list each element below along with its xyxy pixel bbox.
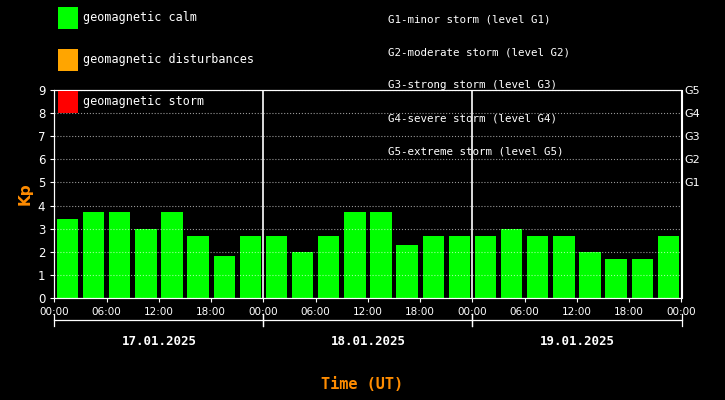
Bar — [631, 259, 653, 298]
Bar — [370, 212, 392, 298]
Bar — [57, 220, 78, 298]
Bar — [318, 236, 339, 298]
Text: G3-strong storm (level G3): G3-strong storm (level G3) — [388, 80, 557, 90]
Text: 17.01.2025: 17.01.2025 — [121, 336, 196, 348]
Bar — [135, 229, 157, 298]
Bar — [266, 236, 287, 298]
Bar — [475, 236, 496, 298]
Text: G4-severe storm (level G4): G4-severe storm (level G4) — [388, 114, 557, 124]
Bar — [527, 236, 549, 298]
Bar — [449, 236, 470, 298]
Text: Time (UT): Time (UT) — [321, 377, 404, 392]
Bar — [213, 256, 235, 298]
Text: geomagnetic calm: geomagnetic calm — [83, 12, 197, 24]
Bar — [187, 236, 209, 298]
Bar — [501, 229, 523, 298]
Text: G2-moderate storm (level G2): G2-moderate storm (level G2) — [388, 47, 570, 57]
Text: geomagnetic disturbances: geomagnetic disturbances — [83, 54, 254, 66]
Bar — [83, 212, 104, 298]
Text: 19.01.2025: 19.01.2025 — [539, 336, 615, 348]
Y-axis label: Kp: Kp — [17, 183, 33, 205]
Text: geomagnetic storm: geomagnetic storm — [83, 96, 204, 108]
Bar — [161, 212, 183, 298]
Bar — [109, 212, 130, 298]
Bar — [553, 236, 575, 298]
Bar — [423, 236, 444, 298]
Bar — [240, 236, 261, 298]
Bar — [397, 245, 418, 298]
Bar — [605, 259, 627, 298]
Text: G1-minor storm (level G1): G1-minor storm (level G1) — [388, 14, 550, 24]
Bar — [344, 212, 365, 298]
Text: 18.01.2025: 18.01.2025 — [331, 336, 405, 348]
Bar — [579, 252, 601, 298]
Text: G5-extreme storm (level G5): G5-extreme storm (level G5) — [388, 147, 563, 157]
Bar — [292, 252, 313, 298]
Bar — [658, 236, 679, 298]
